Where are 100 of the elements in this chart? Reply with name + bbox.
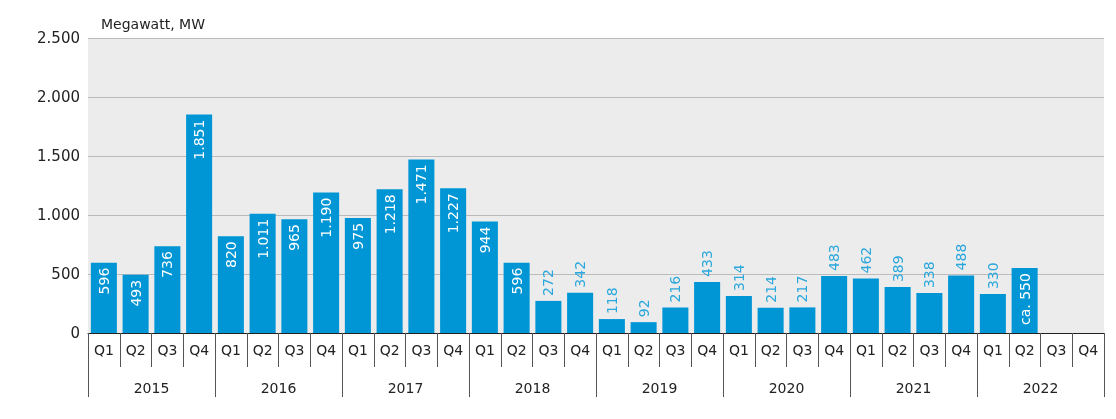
y-tick-label: 1.000 bbox=[37, 206, 80, 224]
x-tick-label: Q3 bbox=[411, 342, 432, 358]
x-tick-label: Q3 bbox=[665, 342, 686, 358]
data-label: 342 bbox=[572, 260, 589, 288]
x-tick-label: Q2 bbox=[887, 342, 908, 358]
y-tick-label: 0 bbox=[70, 324, 80, 342]
x-tick-label: Q2 bbox=[1014, 342, 1035, 358]
x-tick-label: Q1 bbox=[93, 342, 114, 358]
bar bbox=[884, 287, 911, 333]
data-label: 596 bbox=[95, 267, 112, 295]
x-tick-label: Q2 bbox=[125, 342, 146, 358]
text: 2022 bbox=[1022, 380, 1059, 396]
data-label: 1.011 bbox=[254, 218, 271, 259]
bar bbox=[471, 221, 498, 333]
y-tick-label: 2.500 bbox=[37, 29, 80, 47]
bar bbox=[567, 292, 594, 333]
data-label: 433 bbox=[699, 250, 716, 277]
x-tick-label: Q1 bbox=[855, 342, 876, 358]
bar bbox=[979, 294, 1006, 333]
x-tick-label: Q4 bbox=[951, 342, 972, 358]
bar bbox=[217, 236, 244, 333]
x-tick-label: Q1 bbox=[347, 342, 368, 358]
x-tick-label: Q2 bbox=[252, 342, 273, 358]
x-tick-label: Q2 bbox=[506, 342, 527, 358]
data-label: 389 bbox=[889, 255, 906, 283]
bar bbox=[852, 278, 879, 333]
x-tick-label: Q2 bbox=[633, 342, 654, 358]
bar bbox=[662, 307, 689, 333]
x-tick-label: Q4 bbox=[1078, 342, 1099, 358]
bar bbox=[948, 275, 975, 333]
data-label: 965 bbox=[286, 224, 303, 251]
x-tick-label: Q3 bbox=[919, 342, 940, 358]
data-label: 488 bbox=[953, 243, 970, 271]
text: 2016 bbox=[260, 380, 297, 396]
text: 2015 bbox=[133, 380, 170, 396]
data-label: 216 bbox=[667, 275, 684, 303]
text: 2018 bbox=[514, 380, 551, 396]
text: 2019 bbox=[641, 380, 678, 396]
x-tick-label: Q3 bbox=[792, 342, 813, 358]
x-tick-label: Q4 bbox=[316, 342, 337, 358]
bar bbox=[281, 219, 308, 333]
data-label: 217 bbox=[794, 275, 811, 303]
data-label: 272 bbox=[540, 269, 557, 296]
x-tick-label: Q3 bbox=[157, 342, 178, 358]
x-tick-label: Q1 bbox=[601, 342, 622, 358]
bar bbox=[249, 213, 276, 333]
y-axis-title: Megawatt, MW bbox=[101, 16, 206, 32]
bar bbox=[757, 307, 784, 333]
bar bbox=[630, 322, 657, 333]
data-label: ca. 550 bbox=[1016, 273, 1033, 326]
x-tick-label: Q2 bbox=[760, 342, 781, 358]
x-tick-label: Q1 bbox=[474, 342, 495, 358]
bar bbox=[90, 262, 117, 333]
data-label: 462 bbox=[857, 246, 874, 274]
data-label: 1.218 bbox=[381, 194, 398, 235]
data-label: 92 bbox=[635, 299, 652, 318]
x-tick-label: Q1 bbox=[220, 342, 241, 358]
y-tick-label: 500 bbox=[51, 265, 80, 283]
bar bbox=[789, 307, 816, 333]
bar bbox=[821, 276, 848, 333]
x-tick-label: Q3 bbox=[1046, 342, 1067, 358]
data-label: 975 bbox=[349, 222, 366, 250]
data-label: 338 bbox=[921, 261, 938, 289]
data-label: 944 bbox=[476, 226, 493, 254]
data-label: 483 bbox=[826, 244, 843, 272]
bar bbox=[440, 188, 467, 333]
data-label: 596 bbox=[508, 267, 525, 295]
text: 2020 bbox=[768, 380, 805, 396]
bar bbox=[313, 192, 340, 333]
data-label: 314 bbox=[730, 264, 747, 291]
x-tick-label: Q4 bbox=[697, 342, 718, 358]
data-label: 214 bbox=[762, 275, 779, 303]
bar bbox=[535, 300, 562, 333]
x-tick-label: Q1 bbox=[728, 342, 749, 358]
x-tick-label: Q3 bbox=[538, 342, 559, 358]
data-label: 1.190 bbox=[318, 197, 335, 238]
x-tick-label: Q4 bbox=[824, 342, 845, 358]
data-label: 493 bbox=[127, 279, 144, 307]
data-label: 330 bbox=[984, 262, 1001, 290]
data-label: 820 bbox=[222, 241, 239, 268]
data-label: 118 bbox=[603, 287, 620, 315]
text: 2017 bbox=[387, 380, 424, 396]
data-label: 1.227 bbox=[445, 193, 462, 234]
data-label: 736 bbox=[159, 251, 176, 278]
bar bbox=[154, 246, 181, 333]
x-tick-label: Q4 bbox=[570, 342, 591, 358]
x-tick-label: Q4 bbox=[443, 342, 464, 358]
x-tick-label: Q4 bbox=[189, 342, 210, 358]
bar bbox=[503, 262, 530, 333]
x-tick-label: Q1 bbox=[982, 342, 1003, 358]
y-tick-label: 1.500 bbox=[37, 147, 80, 165]
x-tick-label: Q3 bbox=[284, 342, 305, 358]
y-tick-label: 2.000 bbox=[37, 88, 80, 106]
data-label: 1.471 bbox=[413, 164, 430, 205]
bar bbox=[725, 295, 752, 333]
bar bbox=[186, 114, 213, 333]
text: 2021 bbox=[895, 380, 932, 396]
bar bbox=[916, 293, 943, 333]
bar bbox=[344, 217, 371, 333]
data-label: 1.851 bbox=[191, 119, 208, 160]
